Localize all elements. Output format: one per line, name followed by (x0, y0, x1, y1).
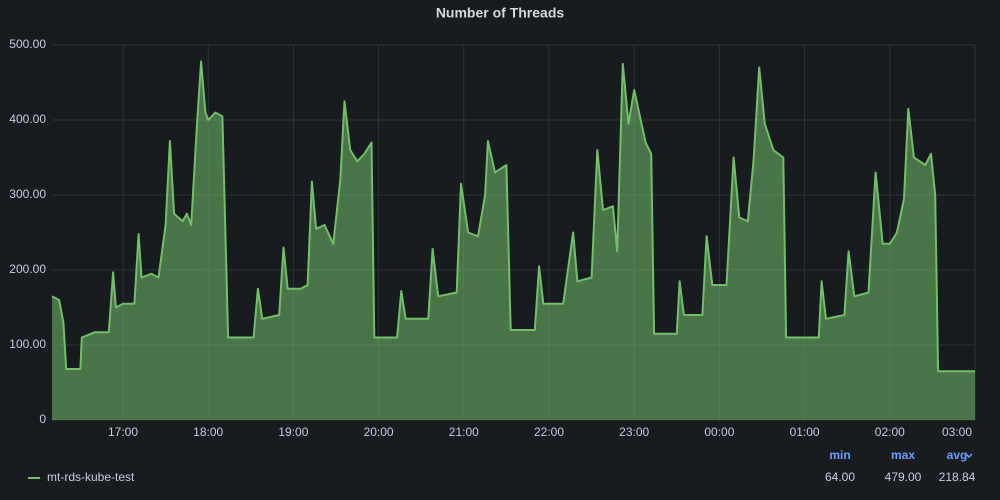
sort-chevron (965, 453, 973, 458)
area-fill (52, 61, 975, 420)
x-tick-label: 20:00 (364, 425, 394, 439)
x-tick-label: 18:00 (193, 425, 223, 439)
y-tick-label: 500.00 (9, 37, 46, 51)
x-tick-label: 02:00 (875, 425, 905, 439)
y-tick-label: 300.00 (9, 187, 46, 201)
y-tick-label: 400.00 (9, 112, 46, 126)
y-tick-label: 0 (39, 412, 46, 426)
x-tick-label: 00:00 (704, 425, 734, 439)
x-tick-label: 17:00 (108, 425, 138, 439)
x-tick-label: 01:00 (790, 425, 820, 439)
x-tick-label: 23:00 (619, 425, 649, 439)
series-line (51, 60, 975, 373)
legend-stat-header[interactable]: min (829, 448, 850, 462)
legend-stat-value: 64.00 (825, 470, 855, 484)
legend-stat-header[interactable]: avg (947, 448, 968, 462)
chart-title: Number of Threads (436, 5, 565, 21)
x-tick-label: 22:00 (534, 425, 564, 439)
y-tick-label: 200.00 (9, 262, 46, 276)
x-tick-label: 03:00 (942, 425, 972, 439)
legend-stat-value: 479.00 (885, 470, 922, 484)
legend-stat-value: 218.84 (939, 470, 976, 484)
legend-entry[interactable]: mt-rds-kube-test (47, 470, 135, 484)
x-tick-label: 21:00 (449, 425, 479, 439)
x-tick-label: 19:00 (278, 425, 308, 439)
legend-stat-header[interactable]: max (891, 448, 915, 462)
y-tick-label: 100.00 (9, 337, 46, 351)
